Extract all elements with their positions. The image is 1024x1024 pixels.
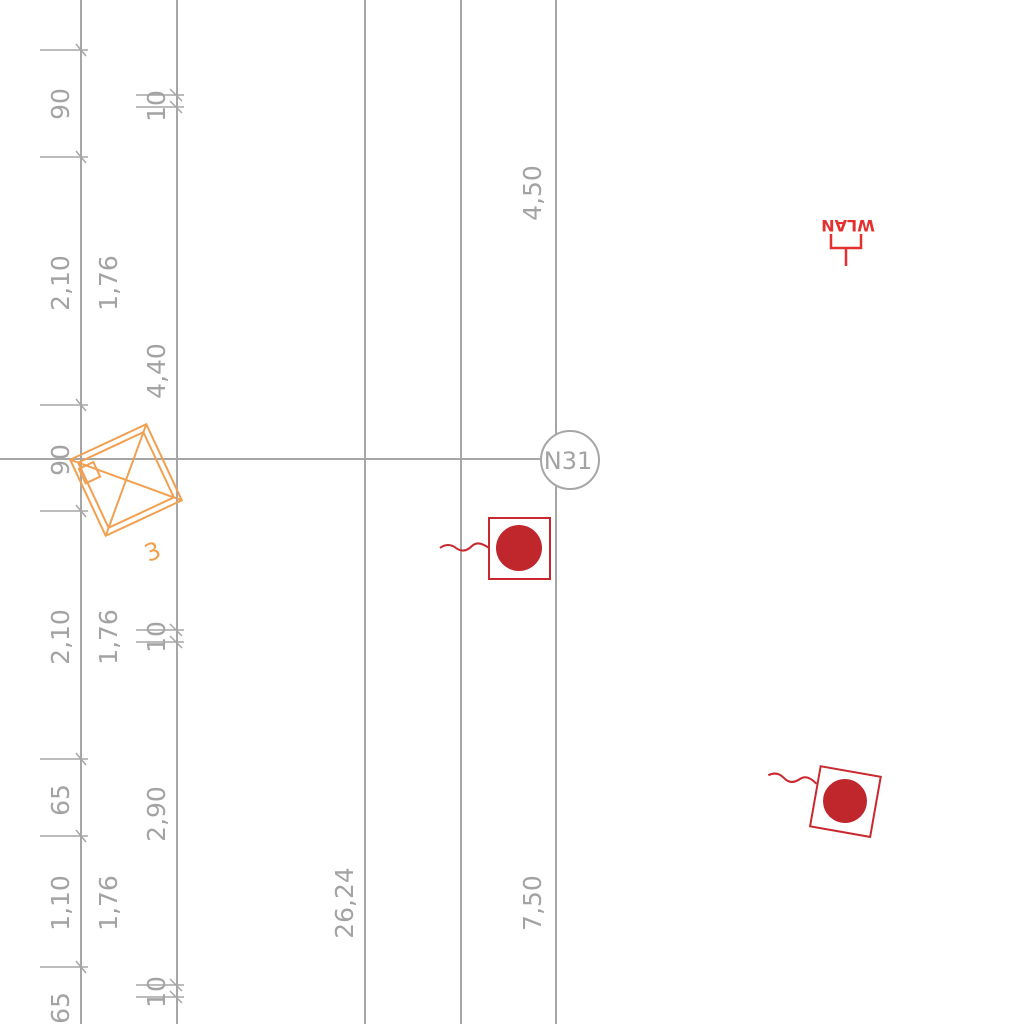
dim-left-4: 65 — [46, 784, 75, 816]
dim-left-6: 65 — [46, 992, 75, 1024]
wlan-label: WLAN — [821, 216, 875, 235]
dim-third-3: 2,90 — [142, 786, 171, 842]
orange-fixture-icon — [70, 424, 182, 536]
dim-third-4: 10 — [142, 976, 171, 1008]
dim-left-1: 2,10 — [46, 255, 75, 311]
dim-center-1: 4,50 — [518, 165, 547, 221]
dim-third-1: 4,40 — [142, 343, 171, 399]
grid-marker: N31 — [541, 431, 599, 489]
dim-left-0: 90 — [46, 88, 75, 120]
dim-second-2: 1,76 — [94, 875, 123, 931]
outlet-icon-1 — [440, 518, 550, 579]
dim-second-1: 1,76 — [94, 609, 123, 665]
dim-third-2: 10 — [142, 621, 171, 653]
dim-left-5: 1,10 — [46, 875, 75, 931]
dim-center-0: 26,24 — [330, 867, 359, 939]
grid-marker-label: N31 — [544, 447, 593, 475]
orange-fixture-label: 3 — [141, 536, 165, 568]
dim-center-2: 7,50 — [518, 875, 547, 931]
dim-left-3: 2,10 — [46, 609, 75, 665]
outlet-icon-2 — [761, 758, 881, 837]
wlan-antenna-icon: WLAN — [821, 216, 875, 266]
dim-second-0: 1,76 — [94, 255, 123, 311]
dim-third-0: 10 — [142, 90, 171, 122]
